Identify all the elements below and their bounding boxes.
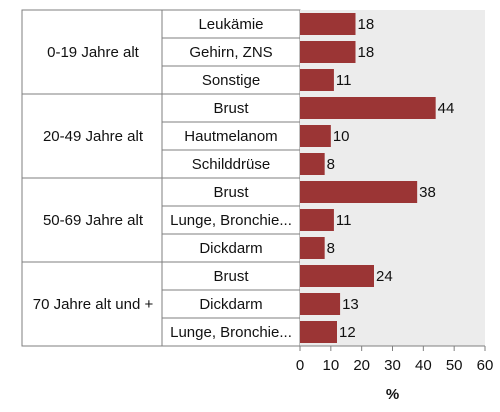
data-label: 8 (327, 156, 335, 173)
category-label: Hautmelanom (184, 128, 277, 145)
category-label: Brust (213, 100, 249, 117)
x-tick-label: 60 (477, 357, 494, 374)
x-tick-label: 50 (446, 357, 463, 374)
bar (300, 41, 356, 63)
category-label: Sonstige (202, 72, 260, 89)
bar (300, 237, 325, 259)
data-label: 24 (376, 268, 393, 285)
category-label: Lunge, Bronchie... (170, 324, 292, 341)
data-label: 12 (339, 324, 356, 341)
group-label: 70 Jahre alt und + (33, 296, 154, 313)
x-tick-label: 0 (296, 357, 304, 374)
bar (300, 153, 325, 175)
data-label: 38 (419, 184, 436, 201)
category-label: Schilddrüse (192, 156, 270, 173)
data-label: 44 (438, 100, 455, 117)
bar (300, 13, 356, 35)
plot-area (300, 10, 485, 346)
data-label: 8 (327, 240, 335, 257)
category-label: Leukämie (198, 16, 263, 33)
category-label: Lunge, Bronchie... (170, 212, 292, 229)
bar (300, 97, 436, 119)
category-label: Brust (213, 184, 249, 201)
data-label: 11 (336, 72, 352, 89)
category-label: Gehirn, ZNS (189, 44, 272, 61)
x-tick-label: 20 (353, 357, 370, 374)
group-label: 0-19 Jahre alt (47, 44, 140, 61)
x-tick-label: 30 (384, 357, 401, 374)
data-label: 18 (358, 44, 375, 61)
bar (300, 293, 341, 315)
category-label: Dickdarm (199, 240, 262, 257)
group-label: 20-49 Jahre alt (43, 128, 144, 145)
plot-background (300, 10, 485, 346)
data-label: 11 (336, 212, 352, 229)
category-label-table: 0-19 Jahre alt Leukämie Gehirn, ZNS Sonstig… (21, 9, 301, 347)
bar (300, 69, 334, 91)
data-label: 10 (333, 128, 350, 145)
category-label: Dickdarm (199, 296, 262, 313)
x-tick-label: 10 (322, 357, 339, 374)
group-label: 50-69 Jahre alt (43, 212, 144, 229)
x-axis: 0 10 20 30 40 50 60% (296, 345, 494, 403)
bar (300, 209, 334, 231)
data-label: 18 (358, 16, 375, 33)
x-axis-label: % (386, 386, 399, 403)
bar (300, 321, 337, 343)
bar (300, 265, 374, 287)
category-label: Brust (213, 268, 249, 285)
bar (300, 181, 418, 203)
x-tick-label: 40 (415, 357, 432, 374)
bar (300, 125, 331, 147)
data-label: 13 (342, 296, 359, 313)
